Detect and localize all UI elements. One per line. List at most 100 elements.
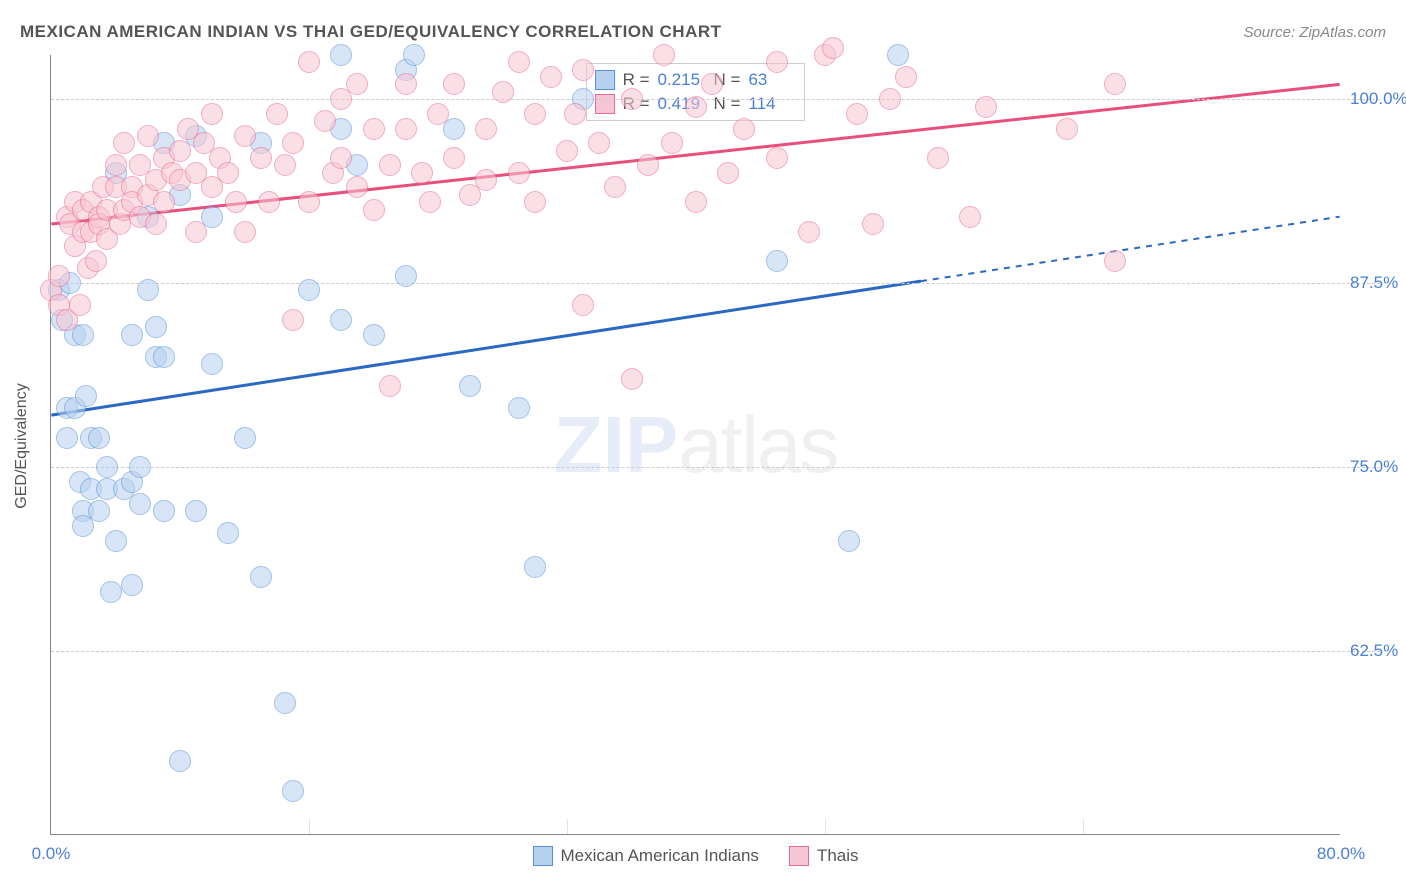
chart-title: MEXICAN AMERICAN INDIAN VS THAI GED/EQUI… <box>20 22 722 42</box>
trend-line-dashed <box>921 217 1340 281</box>
data-point-series-0 <box>508 397 530 419</box>
data-point-series-1 <box>69 294 91 316</box>
data-point-series-1 <box>298 191 320 213</box>
data-point-series-0 <box>121 574 143 596</box>
data-point-series-0 <box>129 456 151 478</box>
stat-swatch-series-1 <box>595 94 615 114</box>
data-point-series-1 <box>201 103 223 125</box>
grid-line-h <box>51 283 1380 284</box>
data-point-series-1 <box>564 103 586 125</box>
trend-line-solid <box>51 281 921 415</box>
legend-label-0: Mexican American Indians <box>560 846 758 866</box>
data-point-series-1 <box>234 221 256 243</box>
data-point-series-0 <box>298 279 320 301</box>
data-point-series-0 <box>524 556 546 578</box>
data-point-series-1 <box>153 191 175 213</box>
data-point-series-1 <box>798 221 820 243</box>
data-point-series-1 <box>701 73 723 95</box>
data-point-series-0 <box>169 750 191 772</box>
stat-n-value-1: 114 <box>748 94 796 114</box>
data-point-series-1 <box>443 73 465 95</box>
legend-item-0: Mexican American Indians <box>532 846 758 866</box>
legend-swatch-1 <box>789 846 809 866</box>
data-point-series-0 <box>403 44 425 66</box>
data-point-series-1 <box>314 110 336 132</box>
data-point-series-1 <box>274 154 296 176</box>
data-point-series-1 <box>588 132 610 154</box>
data-point-series-1 <box>621 88 643 110</box>
data-point-series-1 <box>346 73 368 95</box>
data-point-series-0 <box>153 500 175 522</box>
data-point-series-1 <box>185 221 207 243</box>
data-point-series-1 <box>48 265 70 287</box>
data-point-series-0 <box>330 309 352 331</box>
data-point-series-0 <box>274 692 296 714</box>
data-point-series-1 <box>250 147 272 169</box>
stat-n-value-0: 63 <box>748 70 796 90</box>
data-point-series-1 <box>685 191 707 213</box>
data-point-series-1 <box>225 191 247 213</box>
data-point-series-1 <box>508 162 530 184</box>
data-point-series-1 <box>282 132 304 154</box>
data-point-series-0 <box>217 522 239 544</box>
data-point-series-1 <box>169 140 191 162</box>
chart-source: Source: ZipAtlas.com <box>1243 24 1386 41</box>
data-point-series-1 <box>234 125 256 147</box>
data-point-series-1 <box>145 213 167 235</box>
data-point-series-0 <box>100 581 122 603</box>
data-point-series-1 <box>766 147 788 169</box>
data-point-series-0 <box>137 279 159 301</box>
data-point-series-0 <box>395 265 417 287</box>
data-point-series-1 <box>621 368 643 390</box>
data-point-series-0 <box>201 353 223 375</box>
y-axis-label: GED/Equivalency <box>13 383 31 508</box>
data-point-series-1 <box>862 213 884 235</box>
data-point-series-0 <box>459 375 481 397</box>
data-point-series-0 <box>766 250 788 272</box>
data-point-series-1 <box>395 118 417 140</box>
data-point-series-1 <box>524 191 546 213</box>
data-point-series-1 <box>1104 250 1126 272</box>
data-point-series-0 <box>88 427 110 449</box>
grid-line-h <box>51 651 1380 652</box>
legend-swatch-0 <box>532 846 552 866</box>
data-point-series-0 <box>330 44 352 66</box>
data-point-series-0 <box>887 44 909 66</box>
data-point-series-1 <box>475 118 497 140</box>
data-point-series-1 <box>975 96 997 118</box>
data-point-series-1 <box>379 154 401 176</box>
legend-item-1: Thais <box>789 846 859 866</box>
data-point-series-1 <box>258 191 280 213</box>
bottom-legend: Mexican American Indians Thais <box>532 846 858 866</box>
data-point-series-1 <box>1104 73 1126 95</box>
data-point-series-1 <box>572 294 594 316</box>
y-tick-label: 62.5% <box>1350 641 1406 661</box>
data-point-series-1 <box>395 73 417 95</box>
grid-line-h <box>51 467 1380 468</box>
chart-plot-area: ZIPatlas R = 0.215 N = 63 R = 0.419 N = … <box>50 55 1340 835</box>
data-point-series-1 <box>822 37 844 59</box>
data-point-series-1 <box>137 125 159 147</box>
data-point-series-0 <box>153 346 175 368</box>
data-point-series-1 <box>266 103 288 125</box>
data-point-series-1 <box>879 88 901 110</box>
data-point-series-1 <box>572 59 594 81</box>
data-point-series-1 <box>895 66 917 88</box>
stat-row-series-0: R = 0.215 N = 63 <box>595 68 797 92</box>
data-point-series-1 <box>766 51 788 73</box>
data-point-series-0 <box>185 500 207 522</box>
data-point-series-0 <box>129 493 151 515</box>
data-point-series-1 <box>717 162 739 184</box>
data-point-series-1 <box>379 375 401 397</box>
data-point-series-1 <box>661 132 683 154</box>
data-point-series-0 <box>121 324 143 346</box>
data-point-series-1 <box>282 309 304 331</box>
data-point-series-1 <box>556 140 578 162</box>
grid-line-h <box>51 99 1380 100</box>
stat-swatch-series-0 <box>595 70 615 90</box>
x-tick-mark <box>825 819 826 834</box>
data-point-series-1 <box>508 51 530 73</box>
data-point-series-1 <box>475 169 497 191</box>
data-point-series-1 <box>653 44 675 66</box>
data-point-series-1 <box>217 162 239 184</box>
